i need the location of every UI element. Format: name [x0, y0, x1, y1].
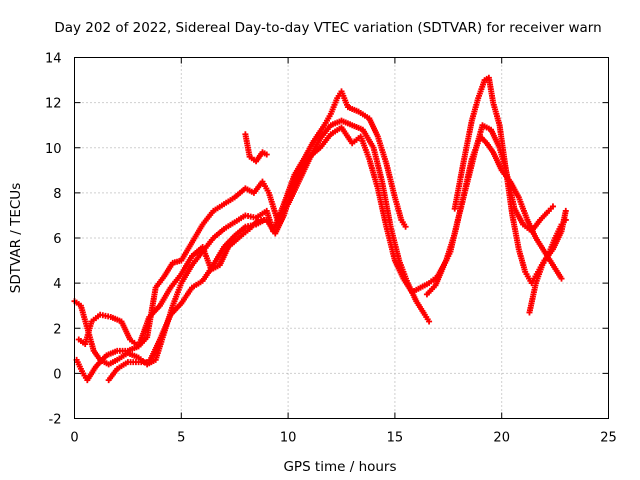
y-tick-label: 12	[45, 97, 62, 112]
data-point	[426, 318, 433, 325]
x-axis-label: GPS time / hours	[283, 459, 396, 475]
data-layer	[71, 74, 569, 384]
y-tick-label: 14	[45, 52, 62, 67]
data-point	[562, 216, 569, 223]
x-tick-label: 20	[493, 431, 510, 446]
y-tick-label: 4	[53, 277, 61, 292]
grid	[74, 57, 609, 419]
data-point	[562, 207, 569, 214]
x-tick-label: 10	[280, 431, 297, 446]
y-tick-label: -2	[49, 413, 62, 428]
y-tick-label: 10	[45, 142, 62, 157]
data-point	[558, 275, 565, 282]
x-tick-label: 15	[387, 431, 404, 446]
y-tick-label: 6	[53, 232, 61, 247]
chart-title: Day 202 of 2022, Sidereal Day-to-day VTE…	[54, 20, 601, 36]
axis-ticks: 0 5 10 15 20 25 -2 0 2 4 6 8 10 12 14	[45, 52, 617, 446]
data-point	[261, 216, 268, 223]
x-tick-label: 0	[70, 431, 78, 446]
x-tick-label: 5	[177, 431, 185, 446]
data-point	[263, 151, 270, 158]
y-tick-label: 2	[53, 322, 61, 337]
y-tick-label: 0	[53, 367, 61, 382]
data-point	[402, 223, 409, 230]
y-axis-label: SDTVAR / TECUs	[8, 183, 24, 293]
data-point	[549, 203, 556, 210]
y-tick-label: 8	[53, 187, 61, 202]
x-tick-label: 25	[600, 431, 617, 446]
